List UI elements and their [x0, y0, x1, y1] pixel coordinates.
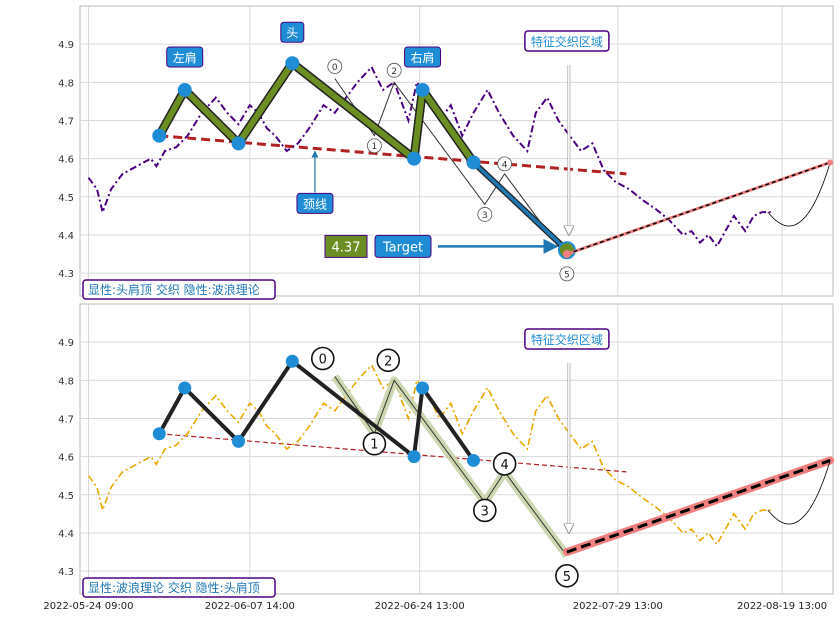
- pattern-point: [407, 450, 421, 464]
- y-tick-label: 4.9: [58, 338, 74, 349]
- pattern-point: [415, 82, 430, 97]
- y-tick-label: 4.6: [58, 453, 74, 464]
- y-tick-label: 4.3: [58, 269, 74, 280]
- x-tick-label: 2022-08-19 13:00: [737, 601, 827, 612]
- top-y-ticks: 4.3 4.4 4.5 4.6 4.7 4.8 4.9: [58, 40, 74, 280]
- target-value-box: [324, 234, 368, 258]
- top-caption: 显性:头肩顶 交织 隐性:波浪理论: [88, 282, 260, 297]
- top-marks: [87, 56, 834, 260]
- wave-label-5: 5: [563, 570, 571, 585]
- wave-label-3: 3: [481, 504, 489, 519]
- final-leg-line: [472, 161, 569, 252]
- pattern-label-box: [404, 46, 442, 68]
- wave-label-circle: [327, 59, 343, 74]
- y-tick-label: 4.5: [58, 491, 74, 502]
- projection-curve: [767, 460, 831, 525]
- wave-label-2: 2: [384, 354, 392, 369]
- top-caption-box: [82, 279, 276, 300]
- pattern-point: [416, 381, 430, 395]
- y-tick-label: 4.4: [58, 231, 74, 242]
- wave-label-4: 4: [500, 458, 508, 473]
- pattern-label-text: 头: [286, 26, 298, 40]
- projection-curve: [767, 162, 831, 227]
- zone-label: 特征交织区域: [531, 332, 603, 347]
- y-tick-label: 4.8: [58, 78, 74, 89]
- wave-label-circle: [477, 207, 493, 222]
- pattern-label-box: [166, 46, 204, 68]
- pattern-point: [466, 453, 480, 467]
- x-tick-labels: 2022-05-24 09:00 2022-06-07 14:00 2022-06-…: [43, 601, 827, 612]
- wave-label-circle: [376, 348, 401, 373]
- pattern-point: [178, 381, 192, 395]
- bottom-y-ticks: 4.3 4.4 4.5 4.6 4.7 4.8 4.9: [58, 338, 74, 578]
- pattern-label-box: [280, 21, 305, 43]
- bottom-panel: 4.3 4.4 4.5 4.6 4.7 4.8 4.9 0 1 2 3 4 5 特征交织区域 显性:波浪…: [58, 303, 835, 598]
- y-tick-label: 4.3: [58, 567, 74, 578]
- projection-dash: [566, 459, 831, 554]
- wave-label-circle: [310, 346, 335, 371]
- bottom-grid: [80, 304, 833, 594]
- bottom-annotations: 0 1 2 3 4 5 特征交织区域: [310, 328, 610, 588]
- wave-label-circle: [497, 156, 513, 172]
- y-tick-label: 4.9: [58, 40, 74, 51]
- x-tick-label: 2022-06-24 13:00: [375, 601, 465, 612]
- x-tick-label: 2022-05-24 09:00: [43, 601, 133, 612]
- wave-label-circle: [386, 62, 402, 78]
- neckline-label-box: [296, 192, 334, 214]
- wave-label-circle: [367, 138, 382, 154]
- bottom-caption-box: [82, 577, 276, 598]
- y-tick-label: 4.4: [58, 529, 74, 540]
- y-tick-label: 4.7: [58, 116, 74, 127]
- pattern-point: [466, 155, 481, 170]
- pattern-point: [152, 427, 166, 441]
- bottom-caption: 显性:波浪理论 交织 隐性:头肩顶: [88, 580, 260, 595]
- bottom-marks: [87, 354, 835, 559]
- projection-end: [827, 159, 834, 166]
- pattern-point: [177, 82, 192, 97]
- wave-label-0: 0: [319, 353, 327, 368]
- wave-label-1: 1: [370, 438, 378, 453]
- pattern-point: [152, 128, 167, 143]
- neckline-label: 颈线: [303, 197, 327, 211]
- wave-label-circle: [555, 564, 579, 588]
- pattern-point: [231, 136, 246, 151]
- wave-label-circle: [362, 431, 387, 456]
- zone-label-box: [524, 328, 610, 350]
- wave-label-5: 5: [564, 270, 570, 280]
- wave-label-0: 0: [332, 63, 338, 73]
- wave-line: [334, 376, 568, 557]
- zone-label-box: [524, 30, 610, 52]
- neckline: [159, 433, 627, 473]
- projection-start: [562, 250, 571, 259]
- target-value: 4.37: [332, 240, 361, 255]
- pattern-point: [285, 354, 299, 368]
- y-tick-label: 4.7: [58, 414, 74, 425]
- target-label: Target: [382, 240, 423, 255]
- pattern-point: [285, 56, 300, 71]
- y-tick-label: 4.8: [58, 376, 74, 387]
- y-tick-label: 4.5: [58, 193, 74, 204]
- y-tick-label: 4.6: [58, 155, 74, 166]
- pattern-point: [407, 151, 422, 166]
- x-tick-label: 2022-07-29 13:00: [573, 601, 663, 612]
- wave-label-3: 3: [482, 211, 488, 221]
- top-plot-area: [79, 5, 834, 297]
- projection-dash: [566, 161, 831, 255]
- pattern-label-text: 左肩: [173, 50, 197, 65]
- target-label-box: [374, 234, 432, 258]
- pattern-label-text: 右肩: [411, 50, 435, 65]
- pattern-point: [232, 434, 246, 448]
- wave-label-circle: [492, 452, 517, 476]
- wave-label-4: 4: [502, 160, 508, 170]
- bottom-plot-area: [79, 303, 834, 595]
- wave-label-2: 2: [391, 67, 397, 77]
- zone-label: 特征交织区域: [531, 34, 603, 49]
- wave-label-1: 1: [372, 142, 378, 152]
- wave-label-circle: [473, 498, 497, 523]
- wave-label-circle: [559, 266, 575, 282]
- x-tick-label: 2022-06-07 14:00: [205, 601, 295, 612]
